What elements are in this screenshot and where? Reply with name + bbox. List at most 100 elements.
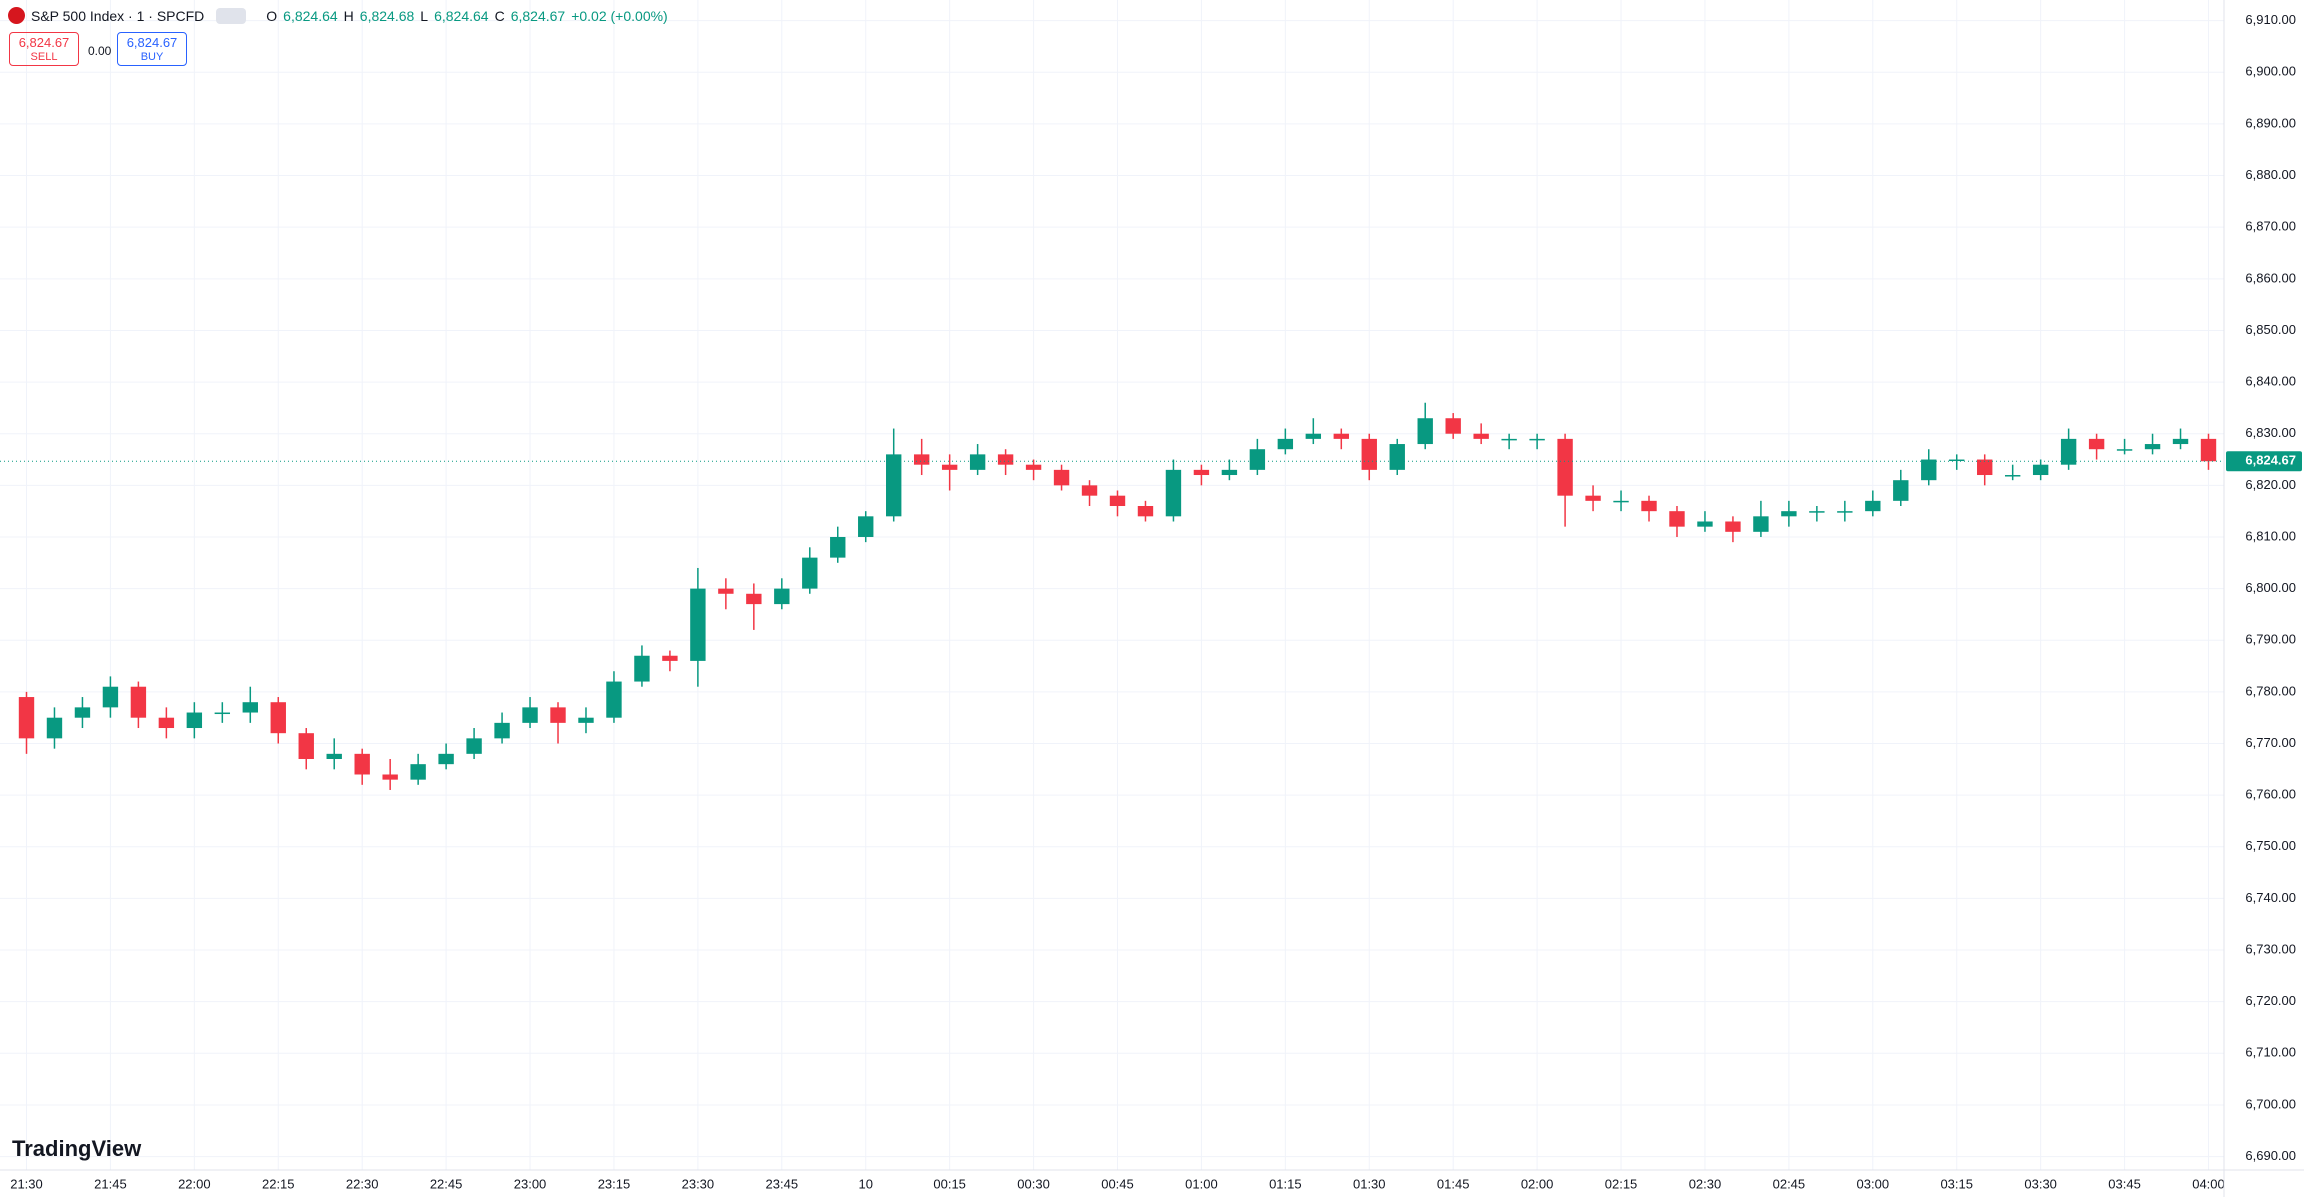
- y-tick-label: 6,830.00: [2245, 425, 2296, 440]
- c-value: 6,824.67: [510, 7, 566, 24]
- candle-body: [270, 702, 286, 734]
- x-tick-label: 01:30: [1353, 1176, 1386, 1191]
- candle-body: [2144, 444, 2161, 450]
- x-tick-label: 21:45: [94, 1176, 127, 1191]
- x-tick-label: 23:15: [598, 1176, 631, 1191]
- candle-body: [690, 588, 706, 661]
- candle-body: [1921, 459, 1937, 481]
- x-tick-label: 02:00: [1521, 1176, 1554, 1191]
- candle-body: [1445, 418, 1461, 434]
- candle-body: [494, 722, 510, 739]
- candle-body: [1221, 469, 1238, 476]
- candle-body: [858, 516, 874, 537]
- y-tick-label: 6,910.00: [2245, 12, 2296, 27]
- candle-body: [242, 702, 258, 713]
- candle-body: [46, 717, 63, 739]
- candle-body: [746, 593, 762, 605]
- candle-body: [913, 454, 930, 465]
- candle-body: [1165, 469, 1182, 517]
- h-value: 6,824.68: [359, 7, 415, 24]
- candle-body: [886, 454, 902, 517]
- candle-body: [382, 774, 398, 780]
- x-tick-label: 02:15: [1605, 1176, 1638, 1191]
- candle-body: [1137, 506, 1154, 517]
- candle-body: [2060, 438, 2077, 465]
- candle-body: [1641, 500, 1657, 512]
- brand-logo[interactable]: TradingView: [12, 1136, 142, 1161]
- y-tick-label: 6,710.00: [2245, 1045, 2296, 1060]
- x-tick-label: 02:45: [1773, 1176, 1806, 1191]
- x-tick-label: 21:30: [10, 1176, 43, 1191]
- candle-body: [2116, 449, 2133, 451]
- candle-body: [2032, 464, 2049, 476]
- status-pill: [216, 7, 247, 24]
- candle-body: [1893, 480, 1909, 501]
- candle-body: [718, 588, 734, 594]
- candle-body: [74, 707, 91, 718]
- candle-body: [522, 707, 538, 723]
- candle-body: [1333, 433, 1349, 439]
- x-tick-label: 04:00: [2192, 1176, 2225, 1191]
- x-tick-label: 00:45: [1101, 1176, 1134, 1191]
- candle-body: [1249, 449, 1266, 470]
- sell-price: 6,824.67: [18, 35, 70, 50]
- legend-header: S&P 500 Index · 1 · SPCFD O 6,824.64 H 6,8…: [8, 7, 668, 24]
- x-tick-label: 10: [858, 1176, 872, 1191]
- candle-body: [969, 454, 986, 470]
- candle-body: [1305, 433, 1322, 439]
- candle-body: [1081, 485, 1098, 496]
- last-price-tag: [2226, 451, 2302, 472]
- candle-body: [1501, 438, 1517, 441]
- y-tick-label: 6,850.00: [2245, 322, 2296, 337]
- candle-body: [2172, 438, 2189, 445]
- y-tick-label: 6,790.00: [2245, 632, 2296, 647]
- candle-body: [1473, 433, 1489, 439]
- candle-body: [802, 557, 818, 589]
- x-tick-label: 02:30: [1689, 1176, 1722, 1191]
- candle-body: [1865, 500, 1881, 512]
- x-tick-label: 00:30: [1017, 1176, 1050, 1191]
- x-tick-label: 22:45: [430, 1176, 463, 1191]
- candle-body: [158, 717, 175, 729]
- candle-body: [1809, 511, 1825, 513]
- y-tick-label: 6,740.00: [2245, 890, 2296, 905]
- y-tick-label: 6,700.00: [2245, 1096, 2296, 1111]
- candle-body: [1977, 459, 1993, 476]
- y-tick-label: 6,820.00: [2245, 477, 2296, 492]
- c-label: C: [494, 7, 505, 24]
- y-tick-label: 6,720.00: [2245, 993, 2296, 1008]
- candle-body: [1529, 438, 1545, 441]
- candle-body: [550, 707, 566, 723]
- candle-body: [102, 686, 119, 708]
- sell-button[interactable]: 6,824.67 SELL: [9, 32, 79, 66]
- buy-button[interactable]: 6,824.67 BUY: [117, 32, 187, 66]
- candle-body: [466, 738, 482, 754]
- candle-body: [354, 753, 370, 775]
- candle-body: [1277, 438, 1294, 450]
- candle-body: [1781, 511, 1797, 517]
- l-value: 6,824.64: [434, 7, 489, 24]
- x-tick-label: 23:45: [766, 1176, 799, 1191]
- x-tick-label: 01:15: [1269, 1176, 1302, 1191]
- candle-body: [186, 712, 203, 729]
- y-tick-label: 6,730.00: [2245, 941, 2296, 956]
- candle-body: [1725, 521, 1741, 532]
- candle-body: [830, 536, 846, 558]
- o-label: O: [266, 7, 278, 24]
- candle-body: [2200, 438, 2217, 462]
- buy-label: BUY: [140, 51, 164, 63]
- change: +0.02 (+0.00%): [571, 7, 668, 24]
- x-tick-label: 03:00: [1857, 1176, 1890, 1191]
- y-tick-label: 6,880.00: [2245, 167, 2296, 182]
- candle-body: [1697, 521, 1713, 527]
- candle-body: [438, 753, 454, 765]
- x-tick-label: 23:00: [514, 1176, 547, 1191]
- x-tick-label: 22:30: [346, 1176, 379, 1191]
- y-tick-label: 6,690.00: [2245, 1148, 2296, 1163]
- y-tick-label: 6,800.00: [2245, 580, 2296, 595]
- candle-body: [1669, 511, 1685, 527]
- candle-body: [1361, 438, 1377, 470]
- candle-body: [634, 655, 650, 682]
- symbol[interactable]: S&P 500 Index · 1 · SPCFD: [31, 7, 205, 24]
